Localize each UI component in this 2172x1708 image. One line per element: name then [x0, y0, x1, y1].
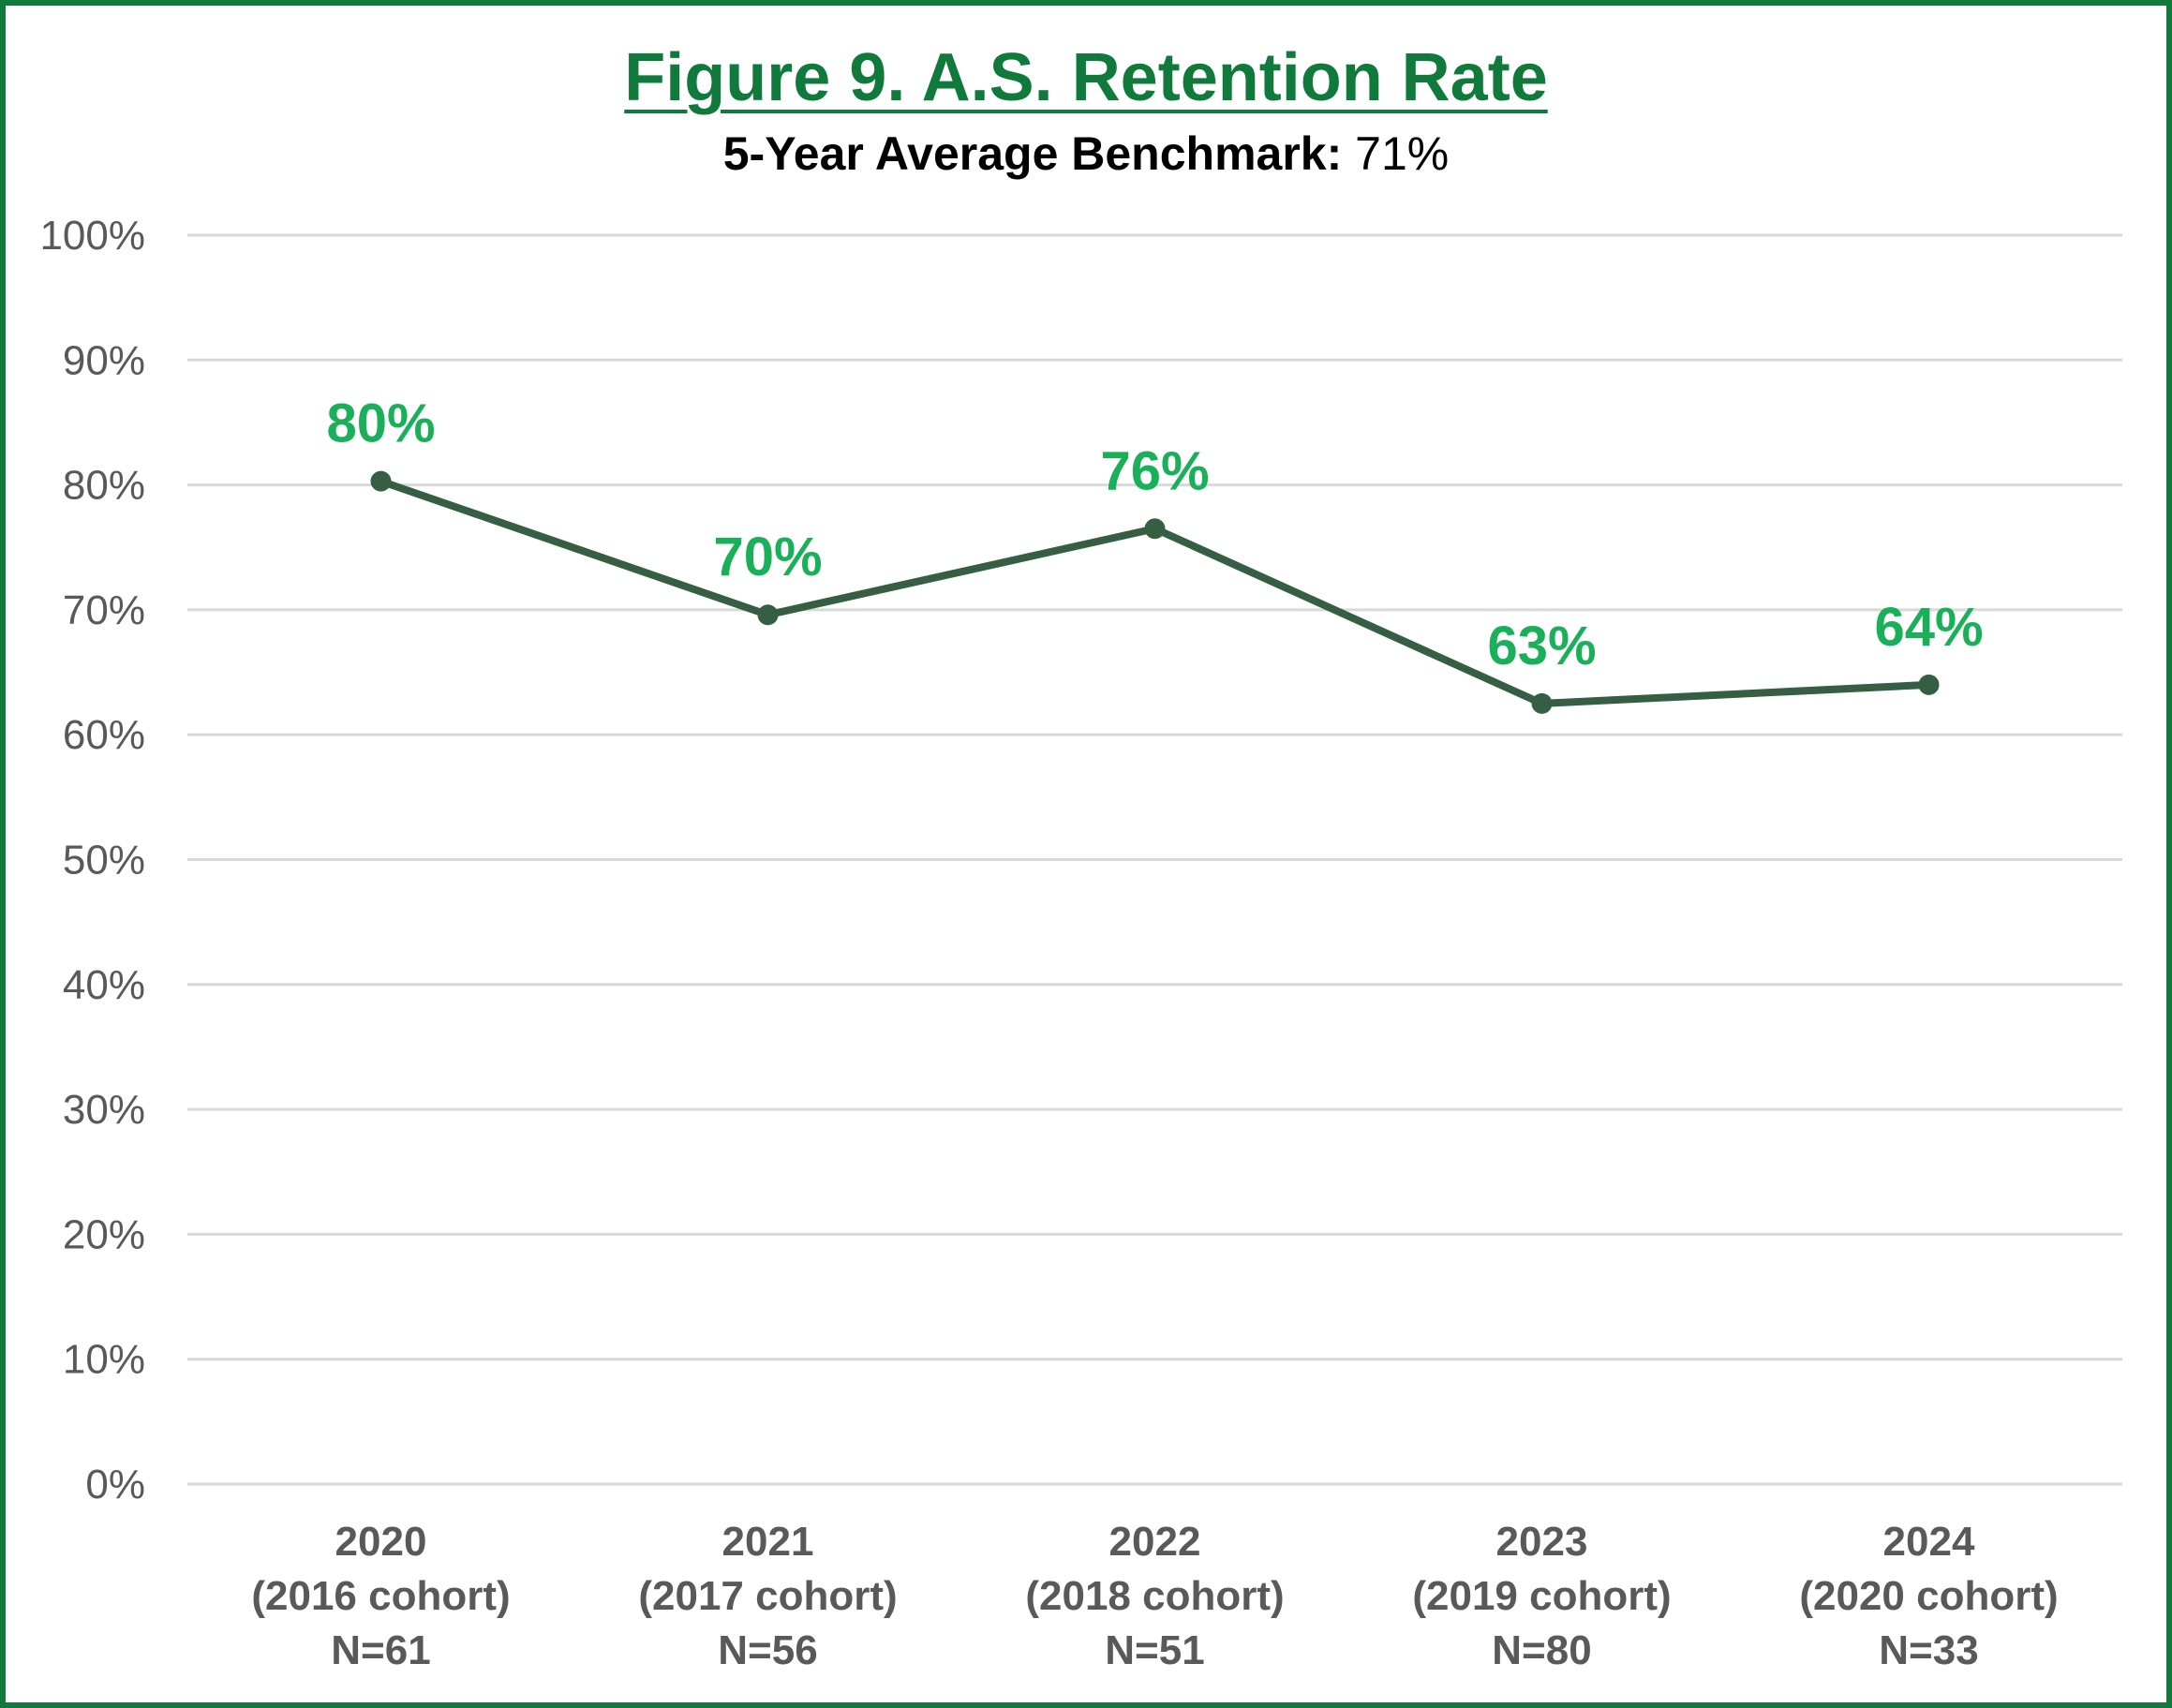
- x-category-label: N=56: [718, 1627, 817, 1673]
- data-point: [757, 604, 779, 626]
- benchmark-value: 71%: [1355, 127, 1450, 181]
- y-tick-label: 70%: [63, 587, 145, 633]
- x-category-label: 2023: [1496, 1519, 1588, 1565]
- x-category-label: (2020 cohort): [1799, 1573, 2058, 1619]
- x-category-label: 2022: [1109, 1519, 1201, 1565]
- y-tick-label: 20%: [63, 1211, 145, 1257]
- x-category-label: N=80: [1492, 1627, 1591, 1673]
- x-category-label: N=61: [331, 1627, 430, 1673]
- x-category-label: N=51: [1105, 1627, 1204, 1673]
- data-label: 63%: [1487, 616, 1596, 676]
- y-tick-label: 80%: [63, 463, 145, 509]
- chart-title: Figure 9. A.S. Retention Rate: [624, 40, 1548, 115]
- chart-subtitle: 5-Year Average Benchmark: 71%: [0, 126, 2172, 182]
- data-point: [370, 470, 392, 492]
- data-label: 70%: [713, 527, 822, 587]
- y-tick-label: 0%: [85, 1462, 145, 1507]
- x-category-label: 2021: [722, 1519, 814, 1565]
- x-category-label: 2020: [335, 1519, 427, 1565]
- y-tick-label: 40%: [63, 962, 145, 1008]
- x-category-label: (2018 cohort): [1025, 1573, 1284, 1619]
- y-tick-label: 100%: [39, 213, 145, 259]
- benchmark-label: 5-Year Average Benchmark:: [722, 127, 1343, 181]
- series-line: [377, 477, 1933, 707]
- data-point: [1531, 692, 1553, 714]
- data-point: [1918, 674, 1940, 695]
- x-category-label: (2019 cohort): [1412, 1573, 1671, 1619]
- y-axis-ticks: 0% 10% 20% 30% 40% 50% 60% 70% 80% 90% 100%: [39, 213, 145, 1507]
- series-points: [370, 470, 1940, 714]
- y-tick-label: 50%: [63, 838, 145, 884]
- gridlines: [187, 233, 2122, 1486]
- x-category-label: 2024: [1883, 1519, 1975, 1565]
- x-category-label: (2017 cohort): [638, 1573, 897, 1619]
- y-tick-label: 60%: [63, 712, 145, 758]
- title-block: Figure 9. A.S. Retention Rate 5-Year Ave…: [0, 37, 2172, 182]
- y-tick-label: 90%: [63, 337, 145, 383]
- data-labels: 80% 70% 76% 63% 64%: [326, 394, 1983, 676]
- data-label: 64%: [1874, 597, 1983, 658]
- y-tick-label: 30%: [63, 1087, 145, 1133]
- x-category-label: N=33: [1879, 1627, 1978, 1673]
- series-line-layer: [377, 477, 1933, 707]
- y-tick-label: 10%: [63, 1337, 145, 1383]
- x-axis-categories: 2020 (2016 cohort) N=61 2021 (2017 cohort) N=…: [251, 1519, 2058, 1673]
- data-point: [1144, 518, 1166, 540]
- data-label: 76%: [1100, 440, 1209, 501]
- x-category-label: (2016 cohort): [251, 1573, 510, 1619]
- data-label: 80%: [326, 394, 435, 454]
